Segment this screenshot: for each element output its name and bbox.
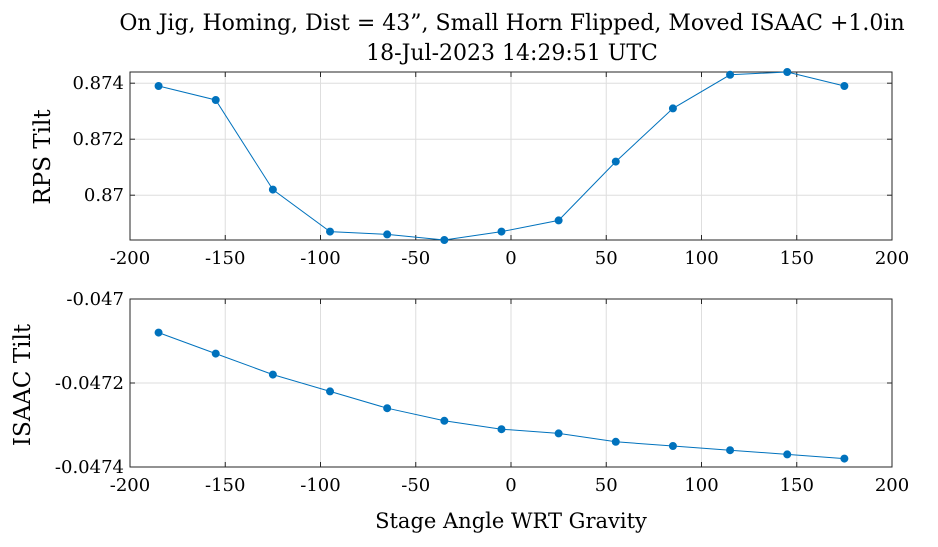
rps-xtick-label: -50 [401, 248, 430, 269]
rps-y-axis-label: RPS Tilt [30, 109, 56, 205]
rps-xtick-label: 100 [684, 248, 718, 269]
rps-data-point [440, 236, 449, 244]
rps-ytick-label: 0.874 [72, 73, 124, 94]
chart-title-line2: 18-Jul-2023 14:29:51 UTC [366, 41, 658, 66]
rps-data-point [154, 82, 163, 90]
isaac-ytick-label: -0.0472 [55, 373, 124, 394]
isaac-xtick-label: -100 [300, 475, 340, 496]
rps-data-point [554, 216, 563, 225]
isaac-data-point [668, 442, 677, 450]
rps-data-point [611, 157, 620, 166]
rps-data-point [783, 68, 792, 76]
isaac-data-point [783, 450, 792, 459]
isaac-data-point [840, 454, 849, 463]
isaac-data-point [726, 446, 735, 455]
rps-tilt-plot: -200 -150 -100 -50 0 50 100 150 200 0.87 0.872 0.87… [30, 68, 909, 269]
isaac-data-point [268, 370, 277, 379]
rps-xtick-label: 150 [780, 248, 814, 269]
isaac-ytick-label: -0.047 [66, 289, 124, 310]
isaac-y-axis-label: ISAAC Tilt [10, 323, 36, 446]
isaac-data-point [326, 387, 335, 396]
rps-xtick-label: -150 [205, 248, 245, 269]
rps-data-point [211, 96, 220, 104]
isaac-xtick-label: 0 [505, 475, 516, 496]
isaac-xtick-label: -150 [205, 475, 245, 496]
isaac-data-point [383, 404, 392, 413]
rps-series-line [158, 71, 845, 241]
rps-data-point [497, 227, 506, 236]
rps-data-point [726, 70, 735, 79]
isaac-xtick-label: -50 [401, 475, 430, 496]
isaac-tilt-plot: -200 -150 -100 -50 0 50 100 150 200 -0.047 -0.0472… [10, 289, 909, 533]
isaac-xtick-label: 50 [595, 475, 618, 496]
isaac-data-point [154, 328, 163, 337]
isaac-xtick-label: 100 [684, 475, 718, 496]
rps-xtick-label: -200 [110, 248, 150, 269]
rps-ytick-label: 0.872 [72, 129, 124, 150]
rps-data-point [326, 227, 335, 236]
isaac-data-point [211, 349, 220, 358]
isaac-x-axis-label: Stage Angle WRT Gravity [375, 509, 647, 533]
isaac-series-line [158, 332, 845, 460]
rps-data-point [840, 82, 849, 90]
isaac-data-point [554, 429, 563, 438]
isaac-xtick-label: -200 [110, 475, 150, 496]
rps-xtick-label: 200 [875, 248, 909, 269]
rps-xtick-label: 50 [595, 248, 618, 269]
rps-ytick-label: 0.87 [84, 185, 124, 206]
chart-title-line1: On Jig, Homing, Dist = 43”, Small Horn F… [119, 11, 904, 36]
rps-data-point [668, 104, 677, 113]
isaac-data-point [611, 437, 620, 446]
isaac-ytick-label: -0.0474 [55, 457, 124, 478]
isaac-data-point [440, 416, 449, 425]
rps-data-point [268, 185, 277, 194]
isaac-data-point [497, 425, 506, 434]
rps-xtick-label: 0 [505, 248, 516, 269]
isaac-xtick-label: 200 [875, 475, 909, 496]
rps-data-point [383, 230, 392, 239]
isaac-xtick-label: 150 [780, 475, 814, 496]
rps-xtick-label: -100 [300, 248, 340, 269]
